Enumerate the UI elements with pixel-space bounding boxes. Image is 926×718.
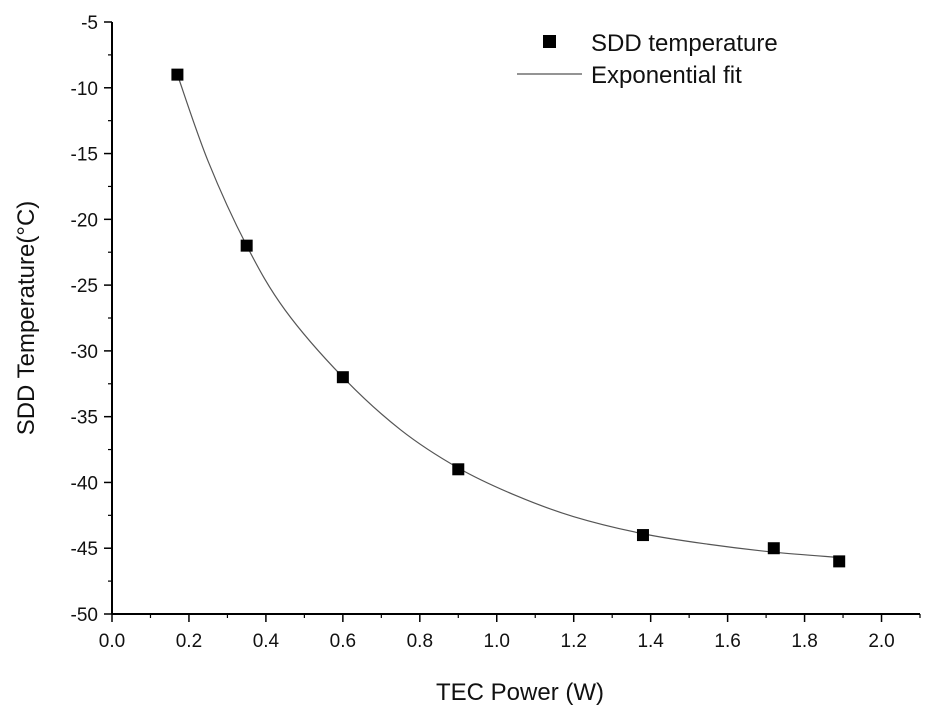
y-tick-label: -50 [71,605,98,626]
x-tick-label: 0.8 [407,631,433,652]
y-tick-label: -30 [71,342,98,363]
x-tick-label: 1.8 [791,631,817,652]
y-tick-label: -45 [71,539,98,560]
legend-marker-sdd-temperature [543,35,556,48]
y-axis-ticks: -5 -10 -15 -20 -25 -30 -35 -40 -45 -50 [71,13,112,626]
y-tick-label: -10 [71,79,98,100]
y-tick-label: -20 [71,210,98,231]
data-point-sdd-temperature [452,463,465,476]
series-line-exponential-fit [176,74,840,559]
y-tick-label: -35 [71,408,98,429]
x-tick-label: 0.4 [253,631,280,652]
legend-label-sdd-temperature: SDD temperature [591,30,778,57]
y-tick-label: -40 [71,473,98,494]
x-tick-label: 1.6 [714,631,740,652]
x-tick-label: 1.2 [561,631,587,652]
y-axis-title: SDD Temperature(°C) [13,201,40,436]
y-tick-label: -25 [71,276,98,297]
plot-frame [111,22,920,615]
x-tick-label: 0.0 [99,631,125,652]
data-point-sdd-temperature [636,529,649,542]
x-tick-label: 1.0 [484,631,510,652]
series-layer [171,68,846,568]
x-tick-label: 0.2 [176,631,202,652]
x-axis-title: TEC Power (W) [436,679,604,706]
x-tick-label: 2.0 [868,631,894,652]
y-tick-label: -5 [81,13,98,34]
legend-label-exponential-fit: Exponential fit [591,62,742,89]
x-axis-ticks: 0.0 0.2 0.4 0.6 0.8 1.0 1.2 1.4 1.6 1.8 2.0 [99,614,921,652]
data-point-sdd-temperature [767,542,780,555]
x-tick-label: 0.6 [330,631,356,652]
x-tick-label: 1.4 [637,631,664,652]
data-point-sdd-temperature [336,371,349,384]
data-point-sdd-temperature [240,239,253,252]
data-point-sdd-temperature [833,555,846,568]
y-tick-label: -15 [71,145,98,166]
legend: SDD temperature Exponential fit [517,30,778,89]
data-point-sdd-temperature [171,68,184,81]
